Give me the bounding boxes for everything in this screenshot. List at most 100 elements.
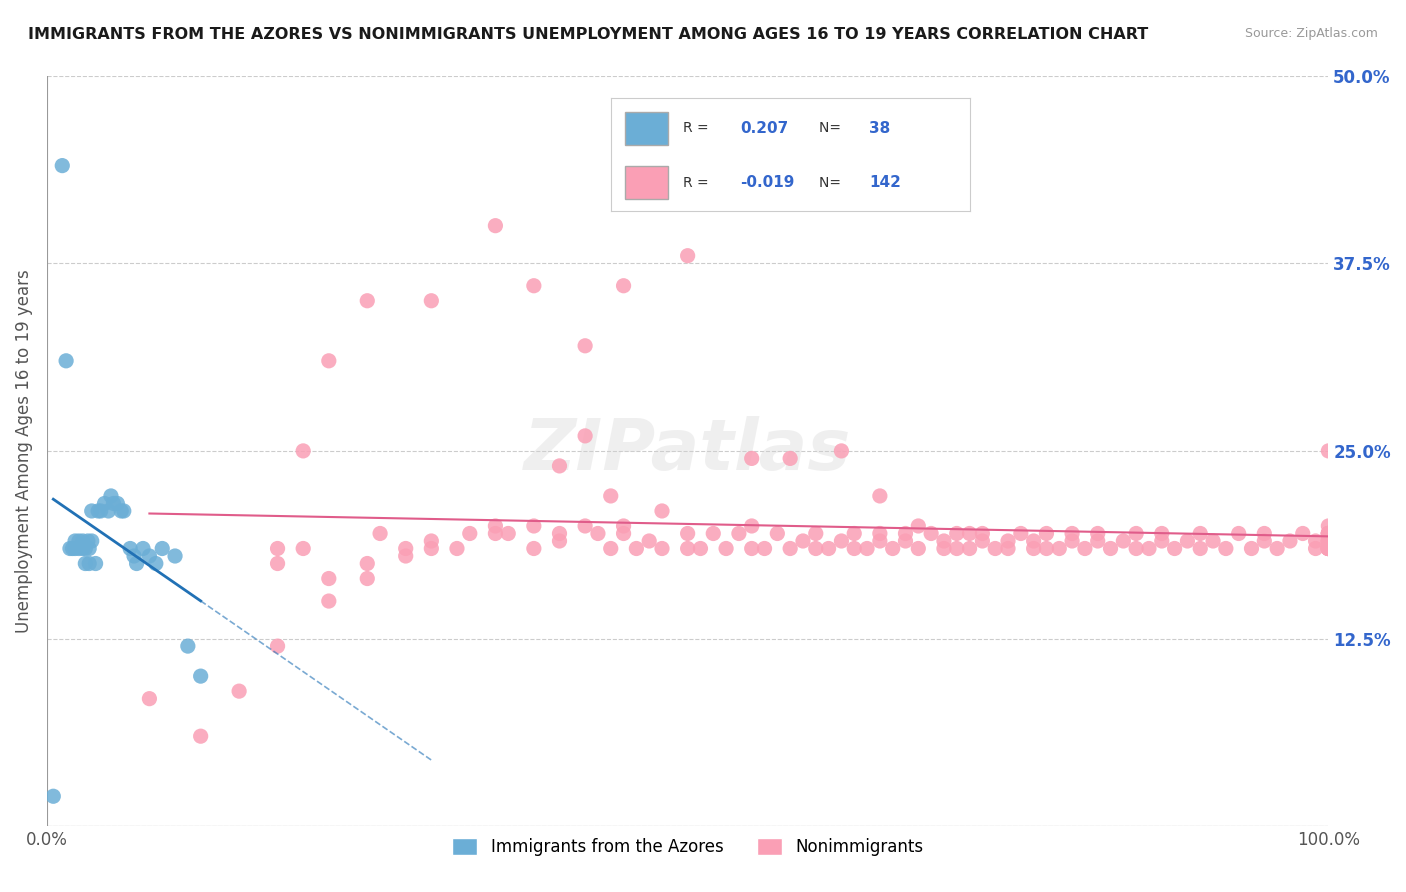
Immigrants from the Azores	[63, 533, 86, 548]
Nonimmigrants	[1305, 541, 1327, 556]
Immigrants from the Azores	[120, 541, 142, 556]
Immigrants from the Azores	[77, 533, 100, 548]
Nonimmigrants	[804, 541, 827, 556]
Nonimmigrants	[446, 541, 468, 556]
Nonimmigrants	[1317, 443, 1340, 458]
Nonimmigrants	[754, 541, 776, 556]
Nonimmigrants	[484, 219, 506, 233]
Nonimmigrants	[1227, 526, 1250, 541]
Nonimmigrants	[920, 526, 942, 541]
Immigrants from the Azores	[75, 541, 97, 556]
Nonimmigrants	[1150, 526, 1173, 541]
Nonimmigrants	[869, 533, 891, 548]
Nonimmigrants	[804, 526, 827, 541]
Nonimmigrants	[676, 526, 699, 541]
Nonimmigrants	[932, 533, 955, 548]
Nonimmigrants	[945, 526, 967, 541]
Nonimmigrants	[1035, 526, 1057, 541]
Immigrants from the Azores	[51, 159, 73, 173]
Immigrants from the Azores	[72, 533, 94, 548]
Text: ZIPatlas: ZIPatlas	[524, 417, 851, 485]
Nonimmigrants	[1317, 541, 1340, 556]
Nonimmigrants	[844, 541, 866, 556]
Immigrants from the Azores	[163, 549, 186, 563]
Nonimmigrants	[1317, 526, 1340, 541]
Immigrants from the Azores	[80, 504, 103, 518]
Nonimmigrants	[420, 293, 443, 308]
Nonimmigrants	[1099, 541, 1122, 556]
Immigrants from the Azores	[62, 541, 84, 556]
Nonimmigrants	[817, 541, 839, 556]
Nonimmigrants	[420, 541, 443, 556]
Immigrants from the Azores	[72, 541, 94, 556]
Nonimmigrants	[266, 639, 288, 653]
Nonimmigrants	[1035, 541, 1057, 556]
Immigrants from the Azores	[75, 557, 97, 571]
Immigrants from the Azores	[77, 541, 100, 556]
Nonimmigrants	[1317, 533, 1340, 548]
Nonimmigrants	[766, 526, 789, 541]
Nonimmigrants	[1317, 541, 1340, 556]
Nonimmigrants	[599, 489, 621, 503]
Nonimmigrants	[894, 526, 917, 541]
Nonimmigrants	[676, 249, 699, 263]
Nonimmigrants	[1125, 526, 1147, 541]
Nonimmigrants	[1189, 526, 1212, 541]
Nonimmigrants	[1047, 541, 1070, 556]
Immigrants from the Azores	[112, 504, 135, 518]
Nonimmigrants	[882, 541, 904, 556]
Nonimmigrants	[1202, 533, 1225, 548]
Nonimmigrants	[1087, 526, 1109, 541]
Nonimmigrants	[779, 541, 801, 556]
Nonimmigrants	[1150, 533, 1173, 548]
Nonimmigrants	[1022, 533, 1045, 548]
Nonimmigrants	[1317, 533, 1340, 548]
Nonimmigrants	[356, 293, 378, 308]
Nonimmigrants	[395, 541, 418, 556]
Nonimmigrants	[741, 541, 763, 556]
Immigrants from the Azores	[67, 533, 90, 548]
Nonimmigrants	[1305, 533, 1327, 548]
Nonimmigrants	[318, 594, 340, 608]
Nonimmigrants	[779, 451, 801, 466]
Nonimmigrants	[190, 729, 212, 743]
Nonimmigrants	[420, 533, 443, 548]
Nonimmigrants	[523, 278, 546, 293]
Nonimmigrants	[523, 519, 546, 533]
Immigrants from the Azores	[132, 541, 155, 556]
Nonimmigrants	[318, 572, 340, 586]
Immigrants from the Azores	[67, 541, 90, 556]
Nonimmigrants	[741, 519, 763, 533]
Nonimmigrants	[395, 549, 418, 563]
Nonimmigrants	[1317, 533, 1340, 548]
Nonimmigrants	[959, 526, 981, 541]
Nonimmigrants	[1317, 526, 1340, 541]
Nonimmigrants	[972, 533, 994, 548]
Nonimmigrants	[997, 541, 1019, 556]
Immigrants from the Azores	[87, 504, 110, 518]
Nonimmigrants	[869, 526, 891, 541]
Immigrants from the Azores	[103, 496, 125, 510]
Immigrants from the Azores	[55, 353, 77, 368]
Nonimmigrants	[1317, 526, 1340, 541]
Nonimmigrants	[1292, 526, 1315, 541]
Nonimmigrants	[574, 519, 596, 533]
Nonimmigrants	[1112, 533, 1135, 548]
Nonimmigrants	[1022, 541, 1045, 556]
Immigrants from the Azores	[59, 541, 82, 556]
Nonimmigrants	[830, 443, 852, 458]
Immigrants from the Azores	[190, 669, 212, 683]
Nonimmigrants	[1240, 541, 1263, 556]
Nonimmigrants	[356, 572, 378, 586]
Nonimmigrants	[1317, 526, 1340, 541]
Nonimmigrants	[1317, 541, 1340, 556]
Nonimmigrants	[1062, 533, 1084, 548]
Nonimmigrants	[1137, 541, 1160, 556]
Y-axis label: Unemployment Among Ages 16 to 19 years: Unemployment Among Ages 16 to 19 years	[15, 269, 32, 632]
Nonimmigrants	[1062, 526, 1084, 541]
Nonimmigrants	[651, 541, 673, 556]
Nonimmigrants	[484, 526, 506, 541]
Nonimmigrants	[292, 541, 315, 556]
Nonimmigrants	[496, 526, 519, 541]
Text: IMMIGRANTS FROM THE AZORES VS NONIMMIGRANTS UNEMPLOYMENT AMONG AGES 16 TO 19 YEA: IMMIGRANTS FROM THE AZORES VS NONIMMIGRA…	[28, 27, 1149, 42]
